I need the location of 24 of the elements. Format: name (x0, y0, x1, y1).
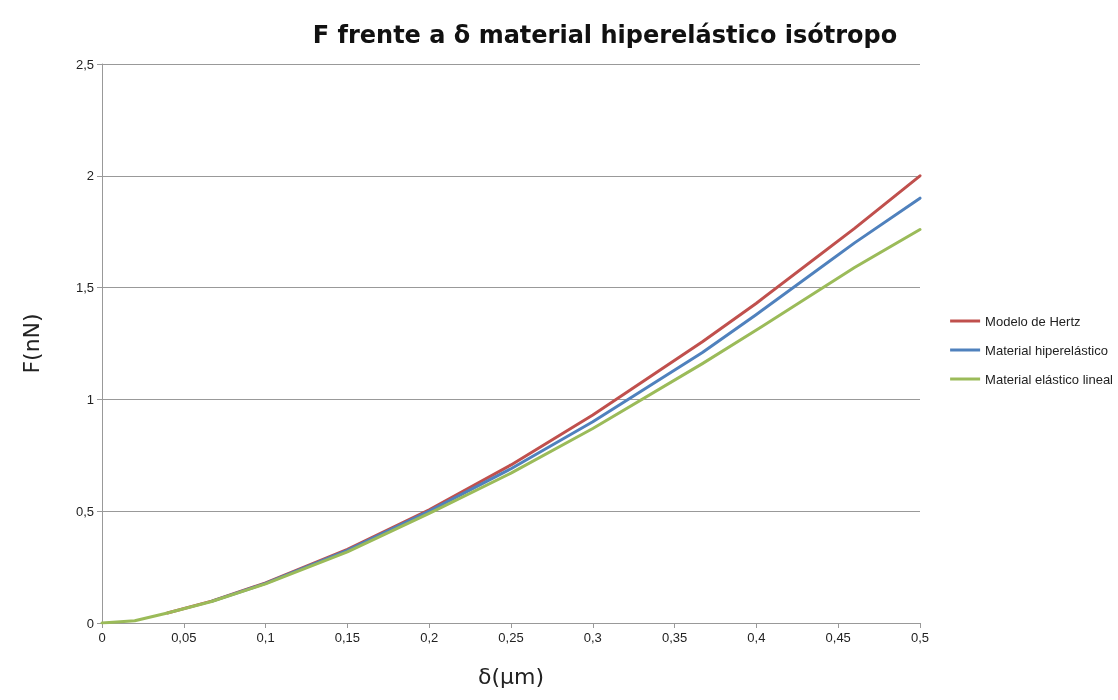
y-tick-label: 0,5 (75, 503, 94, 519)
x-tick-label: 0,25 (498, 630, 524, 645)
y-tick-label: 2 (86, 168, 94, 184)
x-axis-title: δ(µm) (477, 663, 545, 689)
x-tick-label: 0,5 (910, 630, 930, 645)
legend-label: Material elástico lineal (985, 371, 1114, 387)
x-tick-label: 0,35 (661, 630, 688, 645)
y-tick-label: 1 (86, 391, 94, 407)
x-tick-label: 0,05 (171, 630, 197, 645)
x-tick-label: 0 (98, 630, 106, 645)
x-tick-label: 0,2 (420, 630, 439, 645)
line-series (100, 227, 922, 625)
y-tick-label: 1,5 (75, 280, 94, 296)
legend-label: Material hiperelástico (985, 342, 1108, 358)
x-tick-label: 0,45 (825, 630, 851, 645)
y-tick-label: 2,5 (75, 56, 94, 72)
x-tick-label: 0,15 (334, 630, 361, 645)
y-tick-label: 0 (86, 615, 94, 631)
legend-label: Modelo de Hertz (985, 313, 1081, 329)
x-tick-label: 0,1 (256, 630, 275, 645)
x-tick-label: 0,3 (583, 630, 602, 645)
y-axis-title: F(nN) (18, 313, 44, 374)
x-tick-label: 0,4 (747, 630, 766, 645)
chart-title: F frente a δ material hiperelástico isótropo (312, 21, 898, 49)
